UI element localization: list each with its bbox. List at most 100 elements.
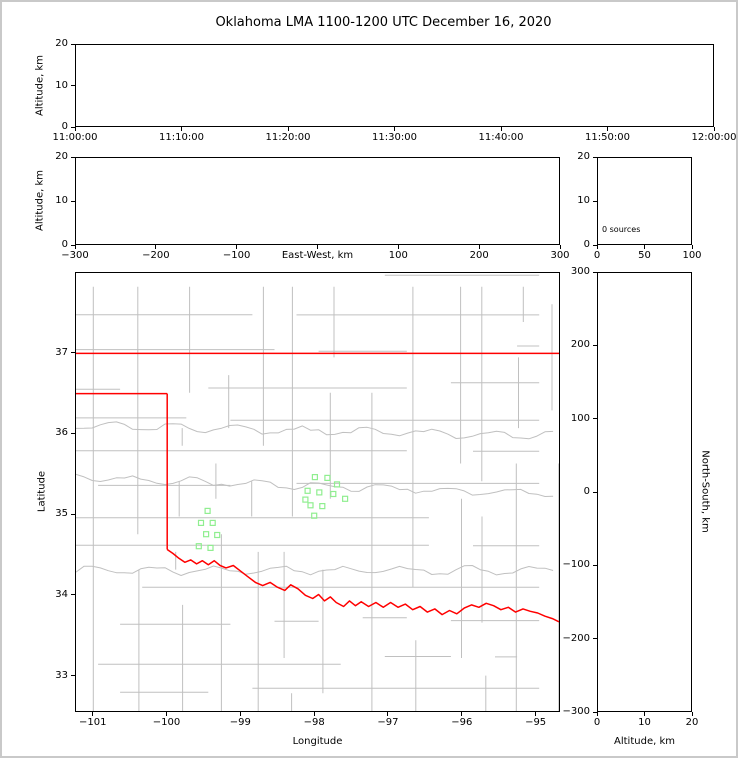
x-tick-mark — [559, 245, 561, 249]
y-tick-label: 10 — [577, 195, 590, 206]
map-ylabel: Latitude — [36, 470, 48, 513]
county-boundary — [137, 286, 140, 711]
x-tick-label: 300 — [550, 250, 570, 261]
source-count-annotation: 0 sources — [602, 225, 641, 234]
y-tick-label: 36 — [55, 427, 68, 439]
x-tick-label: −95 — [525, 717, 547, 728]
source-histogram-panel — [597, 157, 692, 245]
x-tick-mark — [387, 712, 389, 716]
y-tick-mark — [71, 513, 75, 515]
x-tick-mark — [74, 245, 76, 249]
lma-station-marker — [324, 474, 331, 481]
county-boundary — [481, 286, 487, 711]
county-boundary — [76, 345, 540, 352]
x-tick-mark — [596, 712, 598, 716]
county-boundary — [283, 286, 293, 711]
lma-station-marker — [207, 544, 214, 551]
x-tick-label: 50 — [638, 250, 651, 261]
x-tick-mark — [461, 712, 463, 716]
x-tick-label: 10 — [638, 717, 651, 728]
x-tick-mark — [313, 712, 315, 716]
x-tick-mark — [239, 712, 241, 716]
y-tick-mark — [593, 711, 597, 713]
x-tick-label: 11:40:00 — [478, 132, 524, 143]
county-boundary — [76, 544, 540, 547]
ew-panel-xlabel: East-West, km — [257, 249, 378, 262]
x-tick-mark — [535, 712, 537, 716]
y-tick-label: 300 — [570, 266, 590, 277]
x-tick-label: 11:50:00 — [585, 132, 630, 143]
x-tick-mark — [394, 127, 395, 131]
y-tick-mark — [71, 156, 75, 158]
county-boundary — [515, 286, 524, 711]
river — [76, 473, 554, 497]
x-tick-mark — [713, 127, 715, 131]
x-tick-label: 200 — [469, 250, 489, 261]
y-tick-mark — [71, 432, 75, 434]
x-tick-mark — [181, 127, 182, 131]
county-boundary — [216, 287, 229, 711]
county-boundary — [412, 286, 417, 711]
county-boundary — [322, 286, 335, 694]
x-tick-mark — [92, 712, 94, 716]
x-tick-label: 0 — [593, 717, 601, 728]
x-tick-label: −300 — [61, 250, 89, 261]
x-tick-label: −101 — [78, 717, 107, 728]
y-tick-mark — [593, 491, 597, 493]
county-boundary — [98, 482, 540, 486]
x-tick-mark — [166, 712, 168, 716]
x-tick-label: −98 — [303, 717, 325, 728]
county-boundary — [98, 656, 518, 665]
y-tick-mark — [71, 200, 75, 202]
y-tick-mark — [71, 43, 75, 45]
y-tick-mark — [593, 156, 597, 158]
y-tick-mark — [71, 352, 75, 354]
y-tick-mark — [593, 344, 597, 346]
x-tick-mark — [691, 712, 693, 716]
river — [76, 421, 554, 440]
county-boundary — [384, 274, 540, 276]
county-boundary — [76, 450, 540, 452]
county-boundary — [76, 511, 517, 518]
x-tick-mark — [644, 712, 645, 716]
ns-panel-xlabel: Altitude, km — [614, 736, 675, 747]
lma-station-marker — [330, 490, 337, 498]
time-height-panel — [75, 44, 714, 127]
x-tick-mark — [74, 127, 76, 131]
y-tick-mark — [71, 594, 75, 596]
map-canvas — [76, 274, 559, 711]
county-boundary — [551, 304, 559, 711]
x-tick-mark — [596, 245, 598, 249]
county-boundary — [175, 286, 191, 711]
x-tick-mark — [397, 245, 399, 249]
lma-station-marker — [302, 496, 309, 503]
y-tick-label: 0 — [583, 239, 590, 250]
y-tick-label: 0 — [583, 486, 590, 497]
state-border-red-river — [166, 548, 559, 623]
county-boundary — [76, 417, 540, 421]
map-panel — [75, 272, 560, 712]
x-tick-label: −200 — [142, 250, 170, 261]
ns-altitude-panel — [597, 272, 692, 712]
y-tick-mark — [593, 418, 597, 420]
lma-station-marker — [319, 503, 326, 510]
x-tick-label: −100 — [152, 717, 181, 728]
county-boundary — [460, 286, 462, 658]
map-xlabel: Longitude — [292, 736, 343, 747]
lma-station-marker — [307, 502, 314, 509]
y-tick-label: −300 — [562, 706, 590, 717]
x-tick-label: −99 — [229, 717, 251, 728]
lma-station-marker — [195, 543, 202, 550]
lma-station-marker — [342, 495, 349, 502]
x-tick-mark — [236, 245, 238, 249]
x-tick-mark — [607, 127, 608, 131]
lma-station-marker — [304, 487, 311, 494]
x-tick-mark — [155, 245, 157, 249]
x-tick-mark — [644, 245, 645, 249]
chart-title: Oklahoma LMA 1100-1200 UTC December 16, … — [215, 15, 552, 30]
y-tick-label: 37 — [55, 346, 68, 358]
x-tick-label: 11:20:00 — [265, 132, 311, 143]
y-tick-mark — [71, 244, 75, 246]
y-tick-label: 33 — [55, 669, 68, 681]
